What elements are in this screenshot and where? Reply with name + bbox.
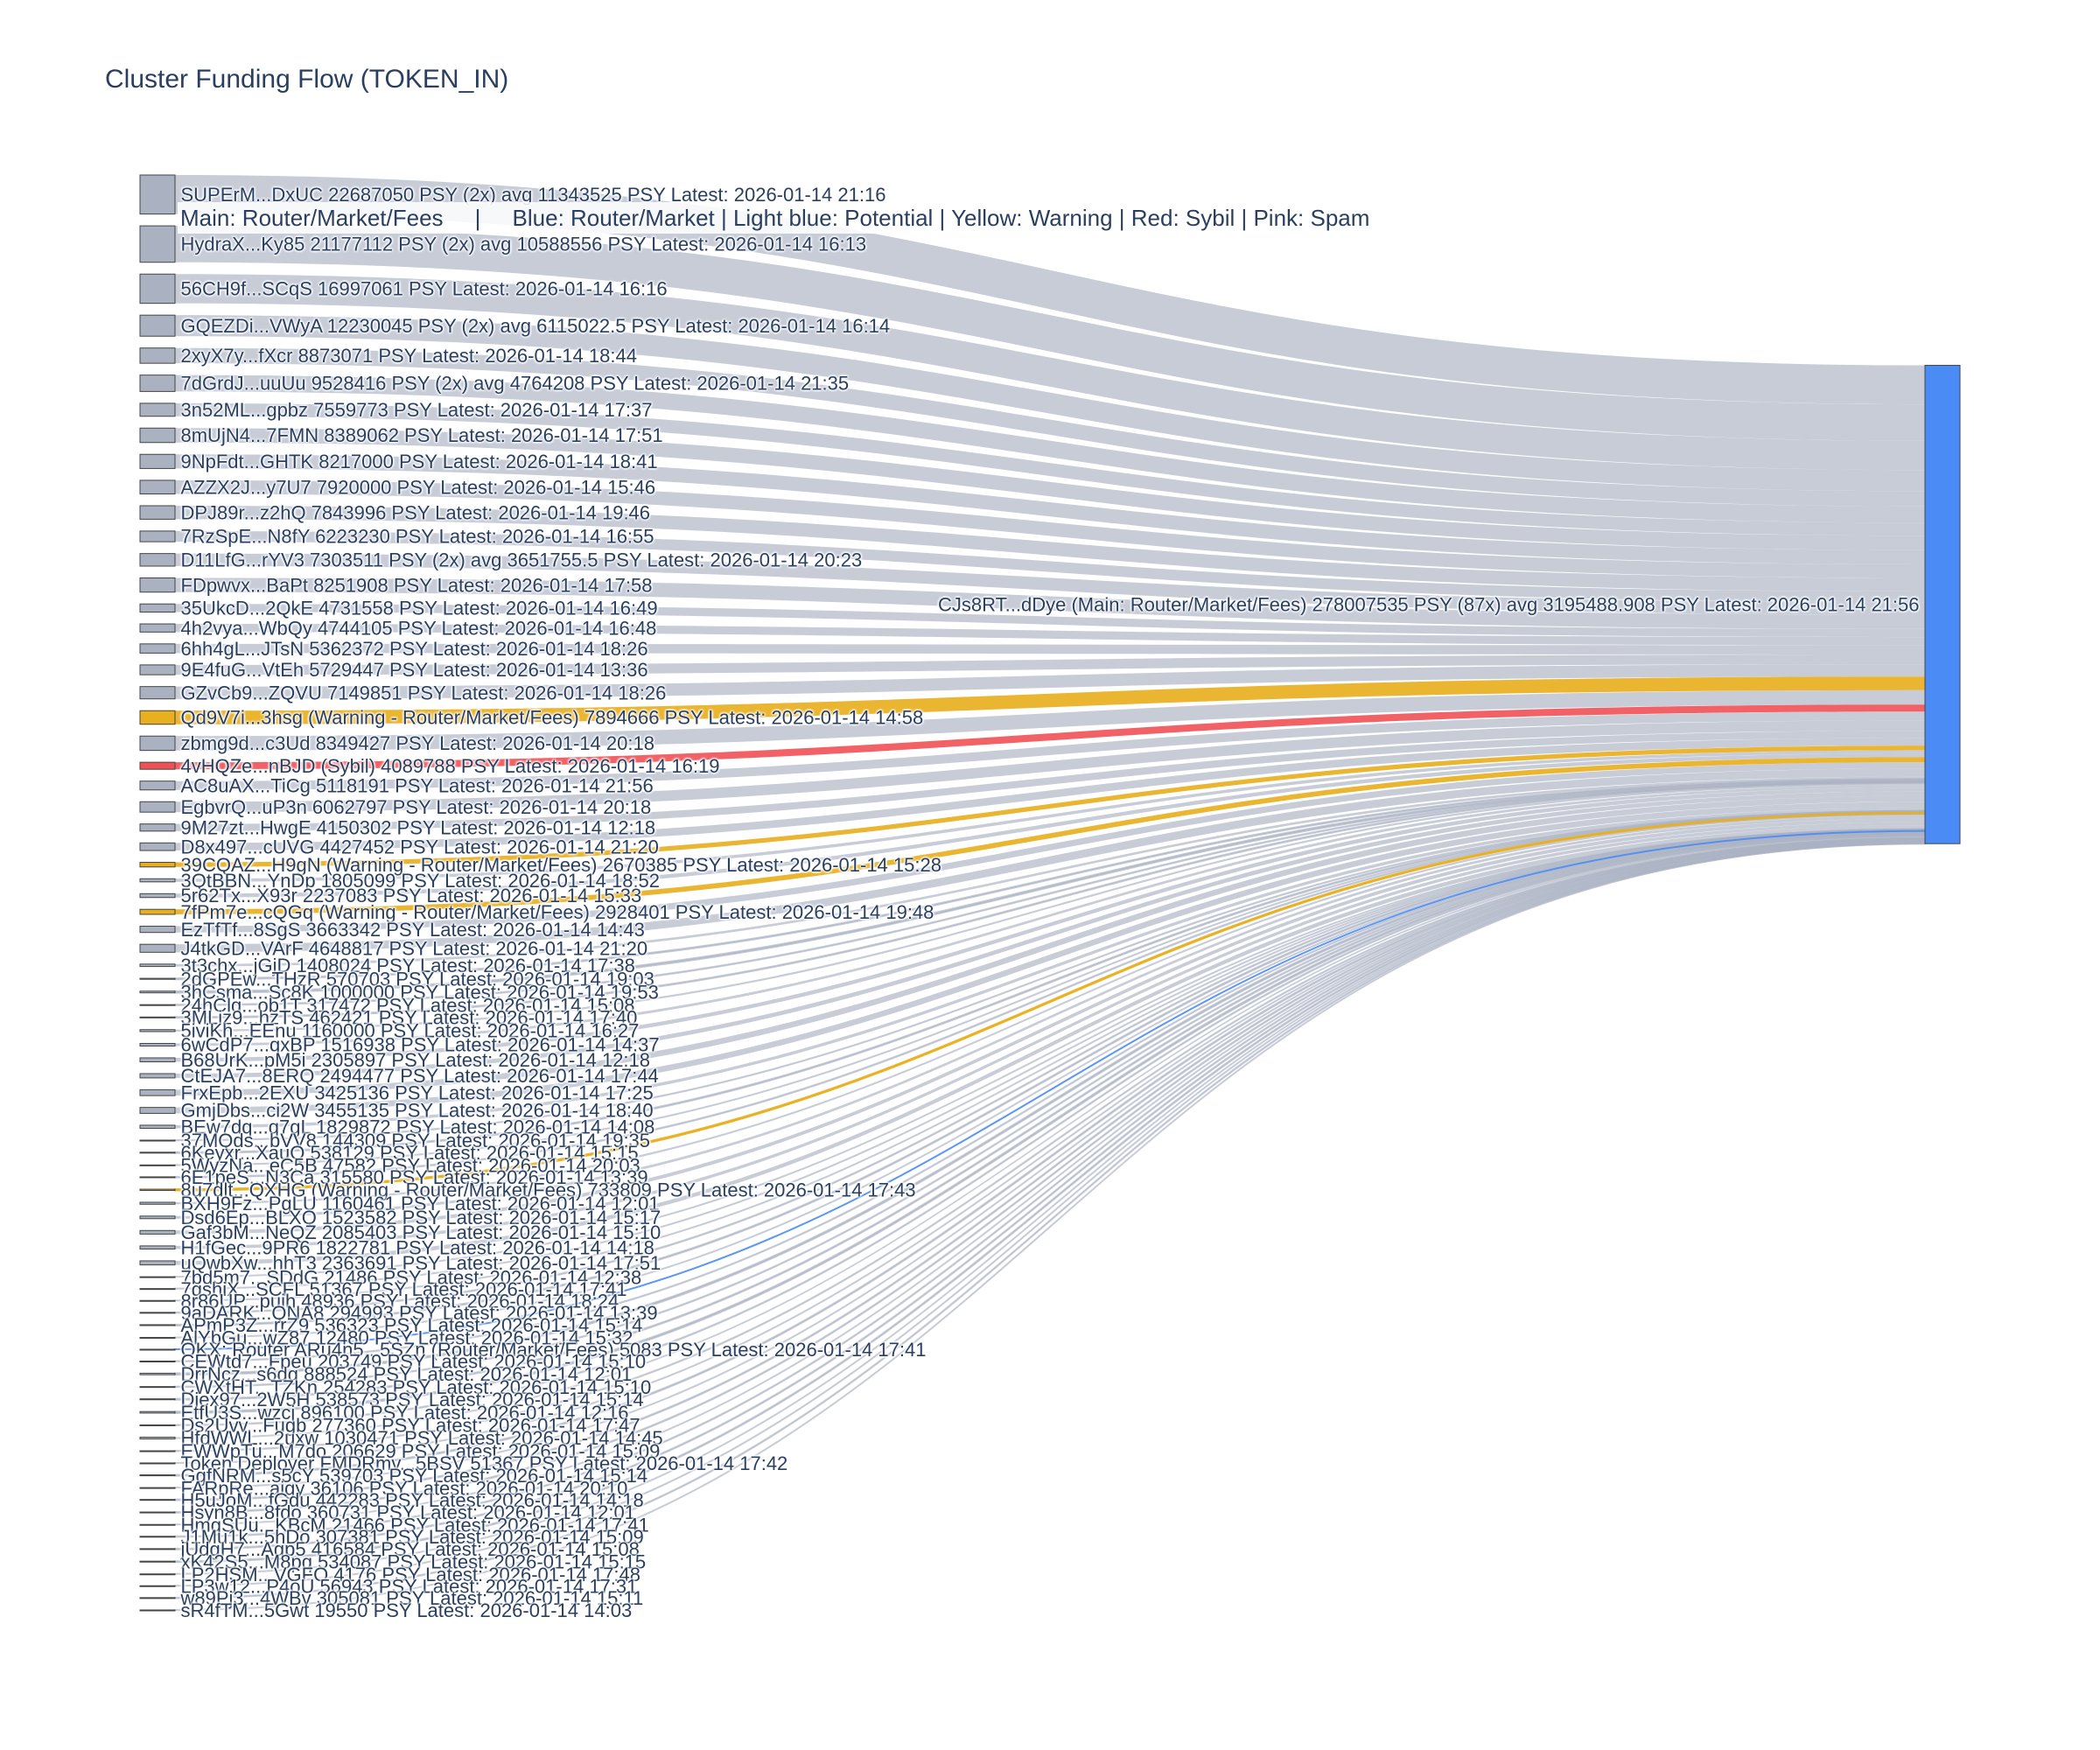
svg-text:uQwbXw...hhT3 2363691 PSY Late: uQwbXw...hhT3 2363691 PSY Latest: 2026-0…: [181, 1252, 662, 1274]
svg-text:9E4fuG...VtEh 5729447 PSY Late: 9E4fuG...VtEh 5729447 PSY Latest: 2026-0…: [181, 659, 648, 681]
svg-text:jUdgH7...Agp5 416584 PSY Lates: jUdgH7...Agp5 416584 PSY Latest: 2026-01…: [180, 1538, 640, 1560]
svg-text:9M27zt...HwgE 4150302 PSY Late: 9M27zt...HwgE 4150302 PSY Latest: 2026-0…: [181, 816, 656, 838]
svg-text:7gshiX...SCFL 51367 PSY Latest: 7gshiX...SCFL 51367 PSY Latest: 2026-01-…: [181, 1278, 627, 1300]
svg-text:FrxEpb...2EXU 3425136 PSY Late: FrxEpb...2EXU 3425136 PSY Latest: 2026-0…: [181, 1082, 654, 1103]
svg-text:OKX: Router ARu4n5...5SZn (Rou: OKX: Router ARu4n5...5SZn (Router/Market…: [181, 1339, 927, 1361]
svg-text:EWWpTu...M7do 206629 PSY Lates: EWWpTu...M7do 206629 PSY Latest: 2026-01…: [181, 1440, 661, 1462]
svg-text:CtEJA7...8ERQ 2494477 PSY Late: CtEJA7...8ERQ 2494477 PSY Latest: 2026-0…: [181, 1065, 659, 1087]
svg-text:7fPm7e...cQGq (Warning - Route: 7fPm7e...cQGq (Warning - Router/Market/F…: [181, 901, 934, 923]
svg-text:J1Mu1k...5hDo 307381 PSY Lates: J1Mu1k...5hDo 307381 PSY Latest: 2026-01…: [181, 1526, 644, 1548]
svg-text:EzTfTf...8SgS 3663342 PSY Late: EzTfTf...8SgS 3663342 PSY Latest: 2026-0…: [181, 919, 645, 941]
svg-text:8r86UP...puih 48936 PSY Latest: 8r86UP...puih 48936 PSY Latest: 2026-01-…: [181, 1290, 620, 1312]
svg-text:FDpwvx...BaPt 8251908 PSY Late: FDpwvx...BaPt 8251908 PSY Latest: 2026-0…: [181, 574, 653, 596]
svg-text:HfdWWL...2uxw 1030471 PSY Late: HfdWWL...2uxw 1030471 PSY Latest: 2026-0…: [181, 1427, 663, 1449]
svg-text:8u7dlt...QXHG (Warning - Route: 8u7dlt...QXHG (Warning - Router/Market/F…: [181, 1179, 916, 1200]
svg-text:BXH9Fz...PgLU 1160461 PSY Late: BXH9Fz...PgLU 1160461 PSY Latest: 2026-0…: [181, 1193, 660, 1214]
svg-text:7bd5m7...SDdG 21486 PSY Latest: 7bd5m7...SDdG 21486 PSY Latest: 2026-01-…: [181, 1266, 642, 1288]
svg-text:3hCsma...Sc8K 1000000 PSY Late: 3hCsma...Sc8K 1000000 PSY Latest: 2026-0…: [181, 981, 659, 1003]
svg-text:AZZX2J...y7U7 7920000 PSY Late: AZZX2J...y7U7 7920000 PSY Latest: 2026-0…: [181, 476, 656, 498]
svg-text:7RzSpE...N8fY 6223230 PSY Late: 7RzSpE...N8fY 6223230 PSY Latest: 2026-0…: [181, 526, 654, 548]
svg-text:5WyzNa...eC5B 47582 PSY Latest: 5WyzNa...eC5B 47582 PSY Latest: 2026-01-…: [181, 1155, 640, 1177]
svg-text:4h2vya...WbQy 4744105 PSY Late: 4h2vya...WbQy 4744105 PSY Latest: 2026-0…: [181, 617, 657, 639]
svg-text:DrrNcz...s6dg 888524 PSY Lates: DrrNcz...s6dg 888524 PSY Latest: 2026-01…: [181, 1363, 633, 1385]
svg-text:APmP3Z...rrZ9 536323 PSY Lates: APmP3Z...rrZ9 536323 PSY Latest: 2026-01…: [181, 1314, 643, 1336]
svg-text:Gaf3bM...NeQZ 2085403 PSY Late: Gaf3bM...NeQZ 2085403 PSY Latest: 2026-0…: [181, 1222, 662, 1243]
svg-text:FARpRe...aigy 36106 PSY Latest: FARpRe...aigy 36106 PSY Latest: 2026-01-…: [181, 1477, 628, 1499]
svg-text:GgfNRM...s5cY 539703 PSY Lates: GgfNRM...s5cY 539703 PSY Latest: 2026-01…: [181, 1465, 648, 1487]
svg-text:2xyX7y...fXcr 8873071 PSY Late: 2xyX7y...fXcr 8873071 PSY Latest: 2026-0…: [181, 345, 637, 367]
svg-text:GQEZDi...VWyA 12230045 PSY (2x: GQEZDi...VWyA 12230045 PSY (2x) avg 6115…: [181, 315, 891, 337]
svg-text:2dGPEw...THzR 570703 PSY Lates: 2dGPEw...THzR 570703 PSY Latest: 2026-01…: [181, 968, 654, 990]
svg-text:HydraX...Ky85 21177112 PSY (2x: HydraX...Ky85 21177112 PSY (2x) avg 1058…: [181, 234, 867, 256]
svg-text:w89Pj3...4WBv 305081 PSY Lates: w89Pj3...4WBv 305081 PSY Latest: 2026-01…: [180, 1587, 644, 1609]
svg-text:6E1peS...N3Ca 315580 PSY Lates: 6E1peS...N3Ca 315580 PSY Latest: 2026-01…: [181, 1166, 648, 1188]
svg-text:3t3chx...jGjD 1408024 PSY Late: 3t3chx...jGjD 1408024 PSY Latest: 2026-0…: [181, 955, 635, 976]
svg-text:D8x497...cUVG 4427452 PSY Late: D8x497...cUVG 4427452 PSY Latest: 2026-0…: [181, 836, 659, 858]
svg-text:Dsd6Ep...BLXQ 1523582 PSY Late: Dsd6Ep...BLXQ 1523582 PSY Latest: 2026-0…: [181, 1207, 662, 1228]
svg-text:CWXtHT...TZKn 254283 PSY Lates: CWXtHT...TZKn 254283 PSY Latest: 2026-01…: [181, 1376, 652, 1398]
svg-text:D11LfG...rYV3 7303511 PSY (2x): D11LfG...rYV3 7303511 PSY (2x) avg 36517…: [181, 550, 863, 571]
svg-text:37MQds...bVV8 144309 PSY Lates: 37MQds...bVV8 144309 PSY Latest: 2026-01…: [181, 1130, 651, 1152]
svg-text:35UkcD...2QkE 4731558 PSY Late: 35UkcD...2QkE 4731558 PSY Latest: 2026-0…: [181, 598, 658, 620]
svg-text:Djex97...2W5H 538573 PSY Lates: Djex97...2W5H 538573 PSY Latest: 2026-01…: [181, 1389, 644, 1410]
svg-text:LP3w12...P4oU 56943 PSY Latest: LP3w12...P4oU 56943 PSY Latest: 2026-01-…: [181, 1575, 638, 1597]
svg-text:6hh4gL...JTsN 5362372 PSY Late: 6hh4gL...JTsN 5362372 PSY Latest: 2026-0…: [181, 638, 648, 660]
svg-text:Token Deployer FMDRmv...5BSV 5: Token Deployer FMDRmv...5BSV 51367 PSY L…: [181, 1452, 788, 1474]
svg-text:8mUjN4...7FMN 8389062 PSY Late: 8mUjN4...7FMN 8389062 PSY Latest: 2026-0…: [181, 424, 663, 446]
svg-text:56CH9f...SCqS 16997061 PSY Lat: 56CH9f...SCqS 16997061 PSY Latest: 2026-…: [181, 278, 668, 300]
svg-text:zbmg9d...c3Ud 8349427 PSY Late: zbmg9d...c3Ud 8349427 PSY Latest: 2026-0…: [181, 732, 654, 754]
svg-text:HmgSUu...KBcM 21466 PSY Latest: HmgSUu...KBcM 21466 PSY Latest: 2026-01-…: [181, 1514, 649, 1536]
svg-text:H5uJoM...fGdu 442283 PSY Lates: H5uJoM...fGdu 442283 PSY Latest: 2026-01…: [181, 1489, 644, 1511]
svg-text:DPJ89r...z2hQ 7843996 PSY Late: DPJ89r...z2hQ 7843996 PSY Latest: 2026-0…: [181, 501, 651, 523]
svg-text:4vHQZe...nBJD (Sybil) 4089788: 4vHQZe...nBJD (Sybil) 4089788 PSY Latest…: [181, 755, 720, 777]
svg-text:Cluster Funding Flow (TOKEN_IN: Cluster Funding Flow (TOKEN_IN): [105, 65, 508, 94]
svg-text:GmjDbs...ci2W 3455135 PSY Late: GmjDbs...ci2W 3455135 PSY Latest: 2026-0…: [181, 1100, 654, 1122]
svg-text:AC8uAX...TiCg 5118191 PSY Late: AC8uAX...TiCg 5118191 PSY Latest: 2026-0…: [181, 774, 654, 796]
svg-text:7dGrdJ...uuUu 9528416 PSY (2x): 7dGrdJ...uuUu 9528416 PSY (2x) avg 47642…: [181, 373, 850, 395]
svg-text:6Keyxr...XauQ 538129 PSY Lates: 6Keyxr...XauQ 538129 PSY Latest: 2026-01…: [181, 1142, 639, 1164]
svg-text:39CQAZ...H9gN (Warning - Route: 39CQAZ...H9gN (Warning - Router/Market/F…: [181, 854, 942, 876]
svg-text:Ds2Uvv...Fugb 277360 PSY Lates: Ds2Uvv...Fugb 277360 PSY Latest: 2026-01…: [181, 1415, 640, 1437]
svg-text:EgbvrQ...uP3n 6062797 PSY Late: EgbvrQ...uP3n 6062797 PSY Latest: 2026-0…: [181, 796, 652, 818]
svg-text:B68UrK...pM5i 2305897 PSY Late: B68UrK...pM5i 2305897 PSY Latest: 2026-0…: [181, 1049, 651, 1071]
svg-text:xK42S5...M8pq 534087 PSY Lates: xK42S5...M8pq 534087 PSY Latest: 2026-01…: [181, 1550, 647, 1572]
svg-text:BEw7dq...q7gL 1829872 PSY Late: BEw7dq...q7gL 1829872 PSY Latest: 2026-0…: [181, 1116, 655, 1138]
svg-text:9aDARK...QNA8 294993 PSY Lates: 9aDARK...QNA8 294993 PSY Latest: 2026-01…: [181, 1302, 658, 1324]
svg-text:3QtBBN...YnDp 1805099 PSY Late: 3QtBBN...YnDp 1805099 PSY Latest: 2026-0…: [181, 870, 661, 892]
svg-text:5r62Tx...X93r 2237083 PSY Late: 5r62Tx...X93r 2237083 PSY Latest: 2026-0…: [181, 885, 642, 906]
svg-text:3MLiz9...hzTS 462421 PSY Lates: 3MLiz9...hzTS 462421 PSY Latest: 2026-01…: [181, 1006, 638, 1028]
svg-text:sR4fTM...5Gwt 19550 PSY Latest: sR4fTM...5Gwt 19550 PSY Latest: 2026-01-…: [181, 1600, 633, 1621]
svg-text:6wCdP7...qxBP 1516938 PSY Late: 6wCdP7...qxBP 1516938 PSY Latest: 2026-0…: [181, 1034, 660, 1056]
svg-text:Qd9V7i...3hsg (Warning - Route: Qd9V7i...3hsg (Warning - Router/Market/F…: [181, 707, 924, 729]
svg-text:9NpFdt...GHTK 8217000 PSY Late: 9NpFdt...GHTK 8217000 PSY Latest: 2026-0…: [181, 451, 658, 472]
svg-text:AlYbGu...wZ87 12480 PSY Latest: AlYbGu...wZ87 12480 PSY Latest: 2026-01-…: [181, 1327, 634, 1349]
svg-text:H1fGec...9PR6 1822781 PSY Late: H1fGec...9PR6 1822781 PSY Latest: 2026-0…: [181, 1236, 654, 1258]
svg-text:3n52ML...gpbz 7559773 PSY Late: 3n52ML...gpbz 7559773 PSY Latest: 2026-0…: [181, 399, 653, 421]
svg-text:Hsyn8B...8fdo 360731 PSY Lates: Hsyn8B...8fdo 360731 PSY Latest: 2026-01…: [181, 1502, 635, 1523]
svg-text:EtfU3S...wzcj 896100 PSY Lates: EtfU3S...wzcj 896100 PSY Latest: 2026-01…: [181, 1402, 629, 1424]
svg-text:CJs8RT...dDye (Main: Router/Ma: CJs8RT...dDye (Main: Router/Market/Fees)…: [938, 594, 1919, 616]
svg-text:GZvCb9...ZQVU 7149851 PSY Late: GZvCb9...ZQVU 7149851 PSY Latest: 2026-0…: [181, 682, 667, 704]
svg-text:LP2HSM...VGFQ 4176 PSY Latest:: LP2HSM...VGFQ 4176 PSY Latest: 2026-01-1…: [181, 1564, 640, 1586]
svg-text:CEWtd7...Fpeu 203749 PSY Lates: CEWtd7...Fpeu 203749 PSY Latest: 2026-01…: [181, 1351, 647, 1373]
svg-text:J4tkGD...VArF 4648817 PSY Late: J4tkGD...VArF 4648817 PSY Latest: 2026-0…: [181, 937, 648, 959]
svg-text:24hClq...ob1T 317472 PSY Lates: 24hClq...ob1T 317472 PSY Latest: 2026-01…: [181, 994, 635, 1016]
svg-text:5iviKh...EEnu 1160000 PSY Late: 5iviKh...EEnu 1160000 PSY Latest: 2026-0…: [181, 1020, 640, 1042]
svg-text:Main: Router/Market/Fees |: Main: Router/Market/Fees | Blue: Router/…: [180, 205, 1369, 231]
